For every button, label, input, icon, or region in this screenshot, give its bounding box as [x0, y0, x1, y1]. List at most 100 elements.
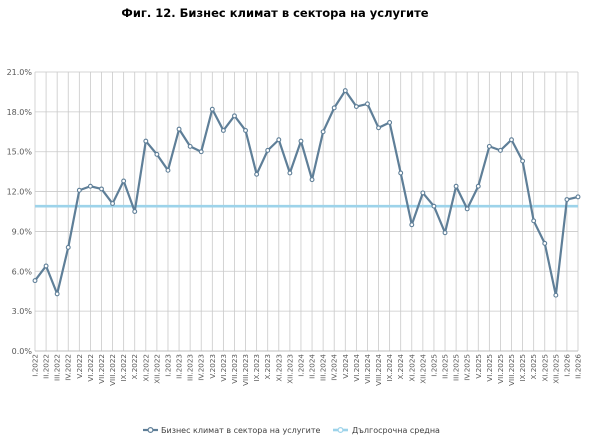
x-tick-label: XII.2024: [418, 354, 427, 384]
data-point: [564, 197, 570, 202]
x-tick-label: X.2023: [263, 354, 272, 380]
data-point: [87, 183, 93, 189]
data-point: [243, 128, 249, 133]
x-tick-label: I.2026: [562, 354, 571, 377]
data-point: [43, 263, 49, 269]
data-point: [132, 209, 138, 214]
x-tick-label: XI.2022: [141, 354, 150, 382]
x-tick-label: XI.2023: [274, 354, 283, 382]
data-point: [575, 194, 581, 200]
data-point: [143, 138, 149, 144]
x-tick-label: VI.2024: [352, 354, 361, 382]
data-point: [309, 177, 315, 183]
data-point: [320, 129, 326, 135]
x-tick-label: IX.2022: [119, 354, 128, 382]
data-point: [76, 187, 82, 193]
y-tick-label: 21.0%: [7, 68, 33, 77]
x-tick-label: I.2023: [163, 354, 172, 377]
data-point: [486, 143, 492, 149]
x-tick-label: X.2025: [529, 354, 538, 380]
x-tick-label: X.2024: [396, 354, 405, 380]
x-tick-label: X.2022: [130, 354, 139, 380]
data-point: [176, 126, 182, 132]
data-point: [409, 222, 415, 228]
data-point: [198, 149, 204, 155]
data-point: [154, 151, 160, 157]
data-point: [220, 128, 226, 133]
data-point: [209, 106, 215, 112]
x-tick-label: V.2023: [208, 354, 217, 379]
data-point: [287, 170, 293, 176]
x-tick-label: II.2025: [441, 354, 450, 379]
data-point: [475, 183, 481, 189]
x-tick-label: IX.2023: [252, 354, 261, 382]
x-tick-label: XII.2025: [551, 354, 560, 384]
x-tick-label: II.2024: [308, 354, 317, 379]
data-point: [542, 240, 548, 246]
x-tick-label: II.2023: [175, 354, 184, 379]
y-tick-label: 3.0%: [12, 307, 33, 316]
data-point: [298, 138, 304, 144]
legend-label-business-climate: Бизнес климат в сектора на услугите: [161, 426, 321, 435]
data-point: [187, 143, 193, 149]
x-tick-label: IX.2025: [518, 354, 527, 382]
data-point: [342, 88, 348, 94]
data-point: [276, 137, 282, 143]
data-point: [110, 201, 116, 206]
x-tick-label: XII.2023: [285, 354, 294, 384]
data-point: [265, 147, 271, 153]
x-tick-label: II.2022: [42, 354, 51, 379]
x-tick-label: III.2025: [452, 354, 461, 381]
legend-marker-business-climate: [147, 427, 154, 434]
x-tick-label: VII.2024: [363, 354, 372, 384]
x-tick-label: VI.2022: [86, 354, 95, 382]
y-tick-label: 0.0%: [12, 347, 33, 356]
series-line-business-climate: [34, 89, 579, 297]
grid: [34, 71, 579, 352]
x-tick-label: XI.2024: [407, 354, 416, 382]
x-tick-label: II.2026: [574, 354, 583, 379]
data-point: [32, 278, 38, 284]
data-point: [464, 206, 470, 212]
data-point: [165, 167, 171, 173]
data-point: [453, 183, 459, 189]
x-tick-label: VII.2025: [496, 354, 505, 384]
x-tick-label: V.2022: [75, 354, 84, 379]
data-point: [398, 170, 404, 176]
data-point: [65, 244, 71, 250]
data-point: [331, 105, 337, 111]
data-point: [376, 125, 381, 131]
series-layer: [32, 88, 581, 298]
data-point: [54, 291, 60, 297]
x-tick-label: III.2024: [319, 354, 328, 381]
legend: Бизнес климат в сектора на услугите Дълго…: [143, 426, 440, 435]
data-point: [553, 292, 559, 298]
x-tick-label: V.2024: [341, 354, 350, 379]
x-tick-label: VI.2025: [485, 354, 494, 382]
x-tick-label: IX.2024: [385, 354, 394, 382]
data-point: [520, 158, 526, 164]
data-point: [387, 120, 393, 125]
x-tick-label: IV.2023: [197, 354, 206, 381]
data-point: [99, 186, 104, 192]
y-tick-label: 12.0%: [7, 188, 33, 197]
x-tick-label: IV.2024: [330, 354, 339, 381]
series-business-climate: [32, 88, 581, 298]
x-axis: I.2022 II.2022 III.2022 IV.2022 V.2022 VI.202…: [31, 350, 583, 386]
data-point: [497, 147, 503, 153]
y-tick-label: 18.0%: [7, 108, 33, 117]
data-point: [420, 190, 426, 196]
y-axis: 0.0% 3.0% 6.0% 9.0% 12.0% 15.0% 18.0% 21.0%: [7, 68, 33, 356]
y-tick-label: 6.0%: [12, 267, 33, 276]
data-point: [431, 203, 437, 209]
x-tick-label: I.2022: [31, 354, 40, 377]
x-tick-label: VIII.2023: [241, 354, 250, 386]
x-tick-label: IV.2022: [64, 354, 73, 381]
x-tick-label: III.2023: [186, 354, 195, 381]
data-point: [364, 101, 370, 107]
data-point: [121, 178, 127, 184]
x-tick-label: XI.2025: [540, 354, 549, 382]
data-point: [442, 230, 448, 236]
